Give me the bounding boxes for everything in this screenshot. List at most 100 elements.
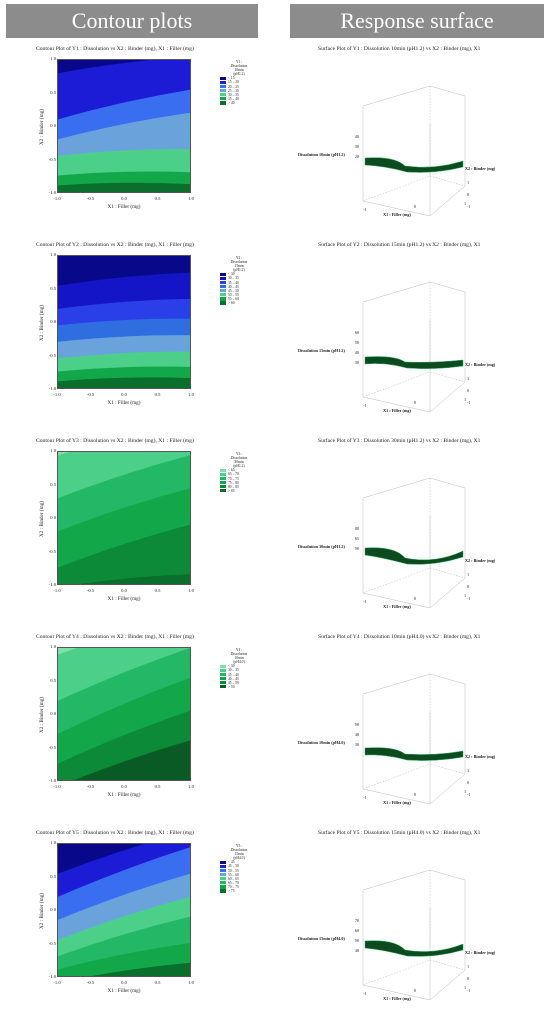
legend-swatch [220,677,226,681]
surface-axis-line [362,763,431,790]
legend-item: > 75 [220,889,258,893]
y-tick-label: -1.0 [48,386,56,391]
y-tick-label: 0.5 [50,285,56,291]
legend-label: 60 – 65 [228,876,239,881]
legend-item: 35 – 40 [220,673,258,677]
legend-item: 35 – 40 [220,97,258,101]
surface-z-tick-label: 50 [355,546,359,551]
surface-plot-title: Surface Plot of Y2 : Dissolution 15min (… [318,242,481,248]
legend-title: (pH4.0) [233,856,245,861]
figure-row: Contour Plot of Y2 : Dissolution vs X2 :… [0,242,550,413]
legend-label: 55 – 60 [228,296,239,301]
legend-label: 50 – 55 [228,292,239,297]
y-tick-label: -0.5 [48,156,56,162]
legend-swatch [220,276,226,281]
x-tick-label: 0.5 [154,196,161,201]
surface-x-tick-label: -1 [363,795,367,800]
legend-item: 25 – 30 [220,89,258,93]
x-tick-label: -1.0 [53,392,61,397]
legend-swatch [220,685,226,689]
surface-z-tick-label: 40 [355,948,359,953]
legend-label: < 45 [228,860,235,865]
legend-item: 35 – 40 [220,281,258,285]
surface-axis-line [429,281,466,293]
legend-item: 55 – 60 [220,297,258,301]
legend-swatch [220,297,226,301]
surface-x-axis-label: X1 : Filler (mg) [383,996,411,1001]
contour-plot-area [57,59,191,193]
surface-axis-line [429,185,466,217]
surface-y-axis-label: X2 : Binder (mg) [465,166,496,171]
x-tick-label: 1.0 [188,784,194,789]
x-tick-label: -0.5 [86,196,95,201]
surface-z-tick-label: 30 [355,742,359,747]
legend-swatch [220,93,226,97]
y-tick-label: -0.5 [48,352,56,358]
x-tick-label: 0.5 [154,980,161,985]
contour-legend: Y1 : Dissolution 10min (pH1.2) < 15 15 – 20 20… [220,60,258,105]
y-tick-label: 0.5 [50,89,56,95]
surface-y-tick-label: -1 [467,204,471,209]
surface-axis-line [362,281,431,303]
x-tick-label: -0.5 [86,588,95,593]
legend-label: 70 – 75 [228,476,239,481]
surface-y-tick-label: 1 [467,964,469,969]
legend-swatch [220,80,226,85]
legend-item: 45 – 50 [220,681,258,685]
legend-label: 70 – 75 [228,884,239,889]
y-tick-label: 0.0 [50,711,56,716]
surface-x-tick-label: 0 [414,204,416,209]
legend-item: 65 – 70 [220,472,258,476]
surface-plot-area: Dissolution 15min (pH4.0) X2 : Binder (mg… [285,850,545,1010]
legend-label: 35 – 40 [228,280,239,285]
surface-axis-line [429,567,466,579]
surface-z-tick-label: 40 [355,732,359,737]
surface-axis-line [362,85,431,107]
surface-y-tick-label: 1 [467,572,469,577]
x-axis-label: X1 : Filler (mg) [107,792,141,798]
x-tick-label: -1.0 [53,980,61,985]
surface-z-axis-label: Dissolution 10min (pH4.0) [298,740,345,745]
legend-item: 45 – 50 [220,864,258,868]
surface-y-tick-label: -1 [467,792,471,797]
surface-axis-line [429,381,466,413]
legend-item: 40 – 45 [220,677,258,681]
surface-y-tick-label: 1 [467,180,469,185]
surface-axis-line [429,969,466,1001]
legend-label: < 65 [228,468,235,473]
legend-title: (pH1.2) [233,464,245,469]
legend-label: 65 – 70 [228,880,239,885]
legend-item: 70 – 75 [220,885,258,889]
surface-y-tick-label: -1 [467,988,471,993]
contour-region [58,844,144,874]
legend-title: 15min [234,852,244,857]
legend-item: < 45 [220,860,258,864]
figure-row: Contour Plot of Y5 : Dissolution vs X2 :… [0,830,550,1001]
x-axis-label: X1 : Filler (mg) [107,988,141,994]
surface-plot-area: Dissolution 15min (pH1.2) X2 : Binder (mg… [285,262,545,422]
legend-item: 50 – 55 [220,293,258,297]
legend-label: < 30 [228,272,235,277]
legend-swatch [220,664,226,669]
contour-region [58,60,190,120]
surface-y-tick-label: 0 [467,780,469,785]
surface-x-tick-label: 0 [414,988,416,993]
x-tick-label: -1.0 [53,196,61,201]
surface-z-tick-label: 50 [355,938,359,943]
surface-axis-line [429,869,466,881]
surface-axis-line [362,788,431,805]
surface-z-tick-label: 30 [355,360,359,365]
response-surface [364,747,464,761]
legend-label: > 85 [228,488,235,493]
legend-item: < 65 [220,468,258,472]
legend-label: > 40 [228,100,235,105]
contour-plot-area [57,255,191,389]
surface-y-tick-label: 1 [467,768,469,773]
surface-x-tick-label: 1 [464,397,466,402]
legend-item: > 40 [220,101,258,105]
legend-swatch [220,468,226,473]
surface-axis-line [362,592,431,609]
legend-swatch [220,293,226,297]
legend-item: 50 – 55 [220,869,258,873]
surface-z-axis-label: Dissolution 15min (pH1.2) [298,348,345,353]
